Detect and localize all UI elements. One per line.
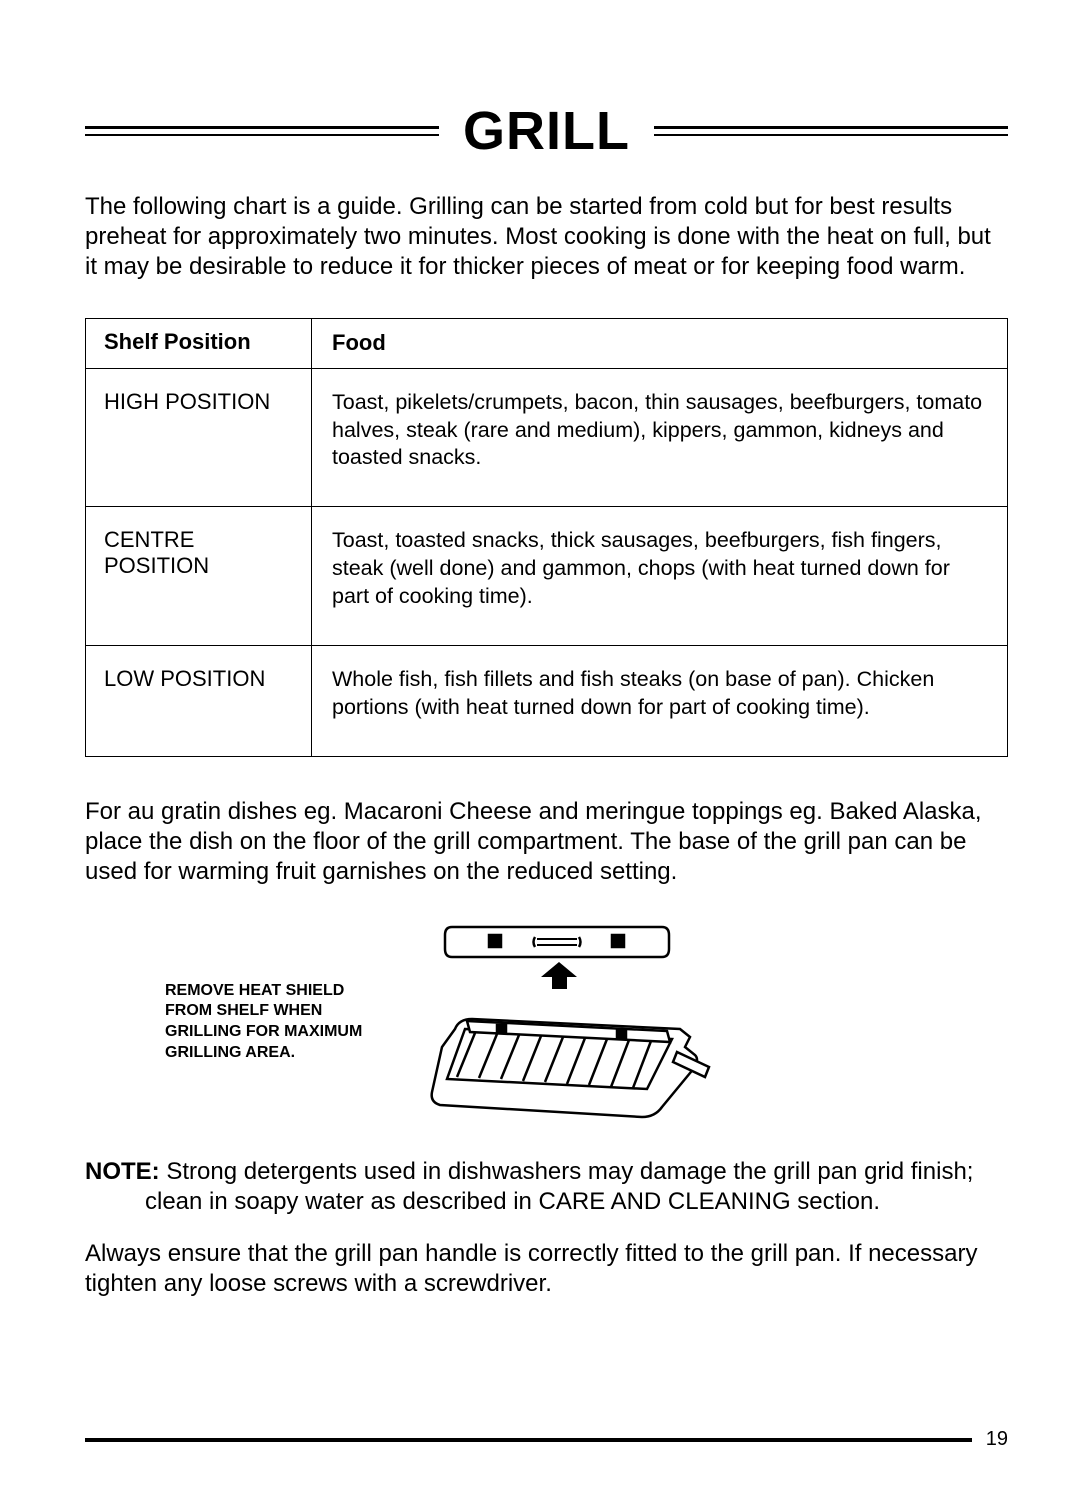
title-rule-left [85,126,439,136]
grill-table: Shelf Position Food HIGH POSITION Toast,… [85,318,1008,757]
shelf-cell: CENTRE POSITION [86,507,312,645]
table-row: HIGH POSITION Toast, pikelets/crumpets, … [86,369,1007,508]
food-cell: Toast, pikelets/crumpets, bacon, thin sa… [312,369,1007,507]
food-cell: Toast, toasted snacks, thick sausages, b… [312,507,1007,645]
footer-rule [85,1438,972,1442]
shelf-cell: LOW POSITION [86,646,312,756]
table-row: LOW POSITION Whole fish, fish fillets an… [86,646,1007,756]
final-paragraph: Always ensure that the grill pan handle … [85,1239,1008,1299]
figure-caption: REMOVE HEAT SHIELD FROM SHELF WHEN GRILL… [165,981,377,1064]
page-footer: 19 [85,1428,1008,1451]
header-shelf: Shelf Position [86,319,312,368]
title-rule-right [654,126,1008,136]
note-text: Strong detergents used in dishwashers ma… [145,1158,973,1215]
figure-block: REMOVE HEAT SHIELD FROM SHELF WHEN GRILL… [165,917,1008,1127]
page-number: 19 [972,1428,1008,1451]
shelf-cell: HIGH POSITION [86,369,312,507]
title-row: GRILL [85,100,1008,162]
page-title: GRILL [439,100,654,162]
au-gratin-paragraph: For au gratin dishes eg. Macaroni Cheese… [85,797,1008,887]
grill-pan-illustration [417,917,717,1127]
food-cell: Whole fish, fish fillets and fish steaks… [312,646,1007,756]
note-label: NOTE: [85,1158,160,1185]
table-header-row: Shelf Position Food [86,319,1007,369]
header-food: Food [312,319,1007,368]
note-paragraph: NOTE: Strong detergents used in dishwash… [85,1157,1008,1217]
intro-paragraph: The following chart is a guide. Grilling… [85,192,1008,282]
table-row: CENTRE POSITION Toast, toasted snacks, t… [86,507,1007,646]
page-content: GRILL The following chart is a guide. Gr… [0,0,1080,1511]
